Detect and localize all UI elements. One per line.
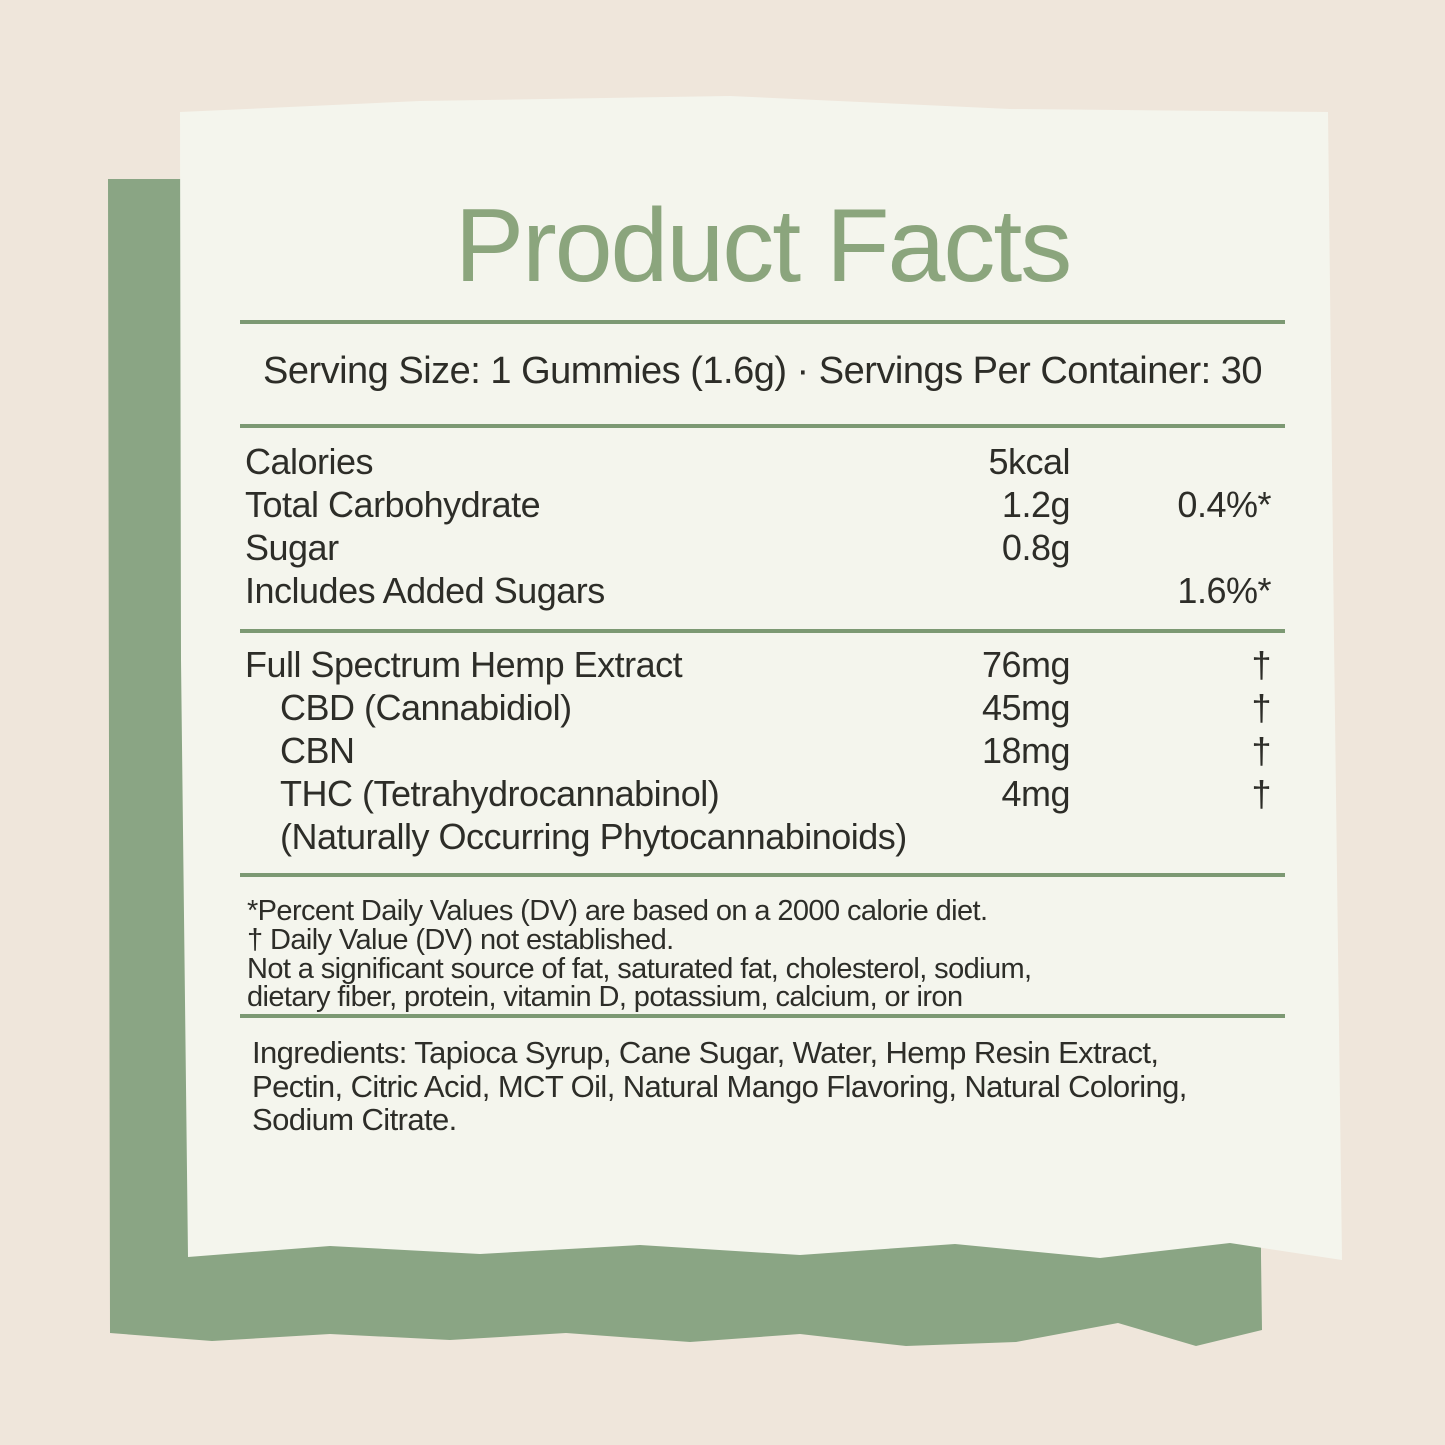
row-amount: 0.8g bbox=[1001, 527, 1071, 568]
table-row-cbn: CBN 18mg † bbox=[240, 729, 1285, 772]
row-label: CBN bbox=[280, 730, 355, 771]
footnote-line: Not a significant source of fat, saturat… bbox=[247, 952, 1032, 985]
row-amount: 45mg bbox=[981, 687, 1071, 728]
product-facts-label: Product Facts Serving Size: 1 Gummies (1… bbox=[240, 0, 1285, 1445]
footnote-line: dietary fiber, protein, vitamin D, potas… bbox=[247, 981, 963, 1014]
row-label: (Naturally Occurring Phytocannabinoids) bbox=[280, 816, 907, 857]
table-row-hemp-extract: Full Spectrum Hemp Extract 76mg † bbox=[240, 643, 1285, 686]
row-amount: 1.2g bbox=[1001, 484, 1071, 525]
serving-info: Serving Size: 1 Gummies (1.6g) · Serving… bbox=[262, 350, 1263, 392]
divider-nutrition bbox=[240, 629, 1285, 633]
table-row-calories: Calories 5kcal bbox=[240, 440, 1285, 483]
footnote-line: *Percent Daily Values (DV) are based on … bbox=[247, 895, 988, 927]
row-daily-value: † bbox=[1251, 730, 1271, 771]
row-daily-value: 1.6%* bbox=[1177, 570, 1271, 611]
paper-sheet bbox=[180, 96, 1342, 1260]
supplement-table: Full Spectrum Hemp Extract 76mg † CBD (C… bbox=[240, 643, 1285, 858]
row-label: CBD (Cannabidiol) bbox=[280, 687, 572, 728]
row-amount: 5kcal bbox=[988, 441, 1070, 482]
row-label: THC (Tetrahydrocannabinol) bbox=[280, 773, 720, 814]
ingredients-line: Sodium Citrate. bbox=[252, 1102, 457, 1137]
divider-serving bbox=[240, 424, 1285, 428]
divider-footnotes bbox=[240, 1014, 1285, 1018]
row-amount: 76mg bbox=[981, 644, 1071, 685]
divider-supplement bbox=[240, 873, 1285, 877]
table-row-sugar: Sugar 0.8g bbox=[240, 526, 1285, 569]
ingredients-line: Pectin, Citric Acid, MCT Oil, Natural Ma… bbox=[252, 1068, 1187, 1104]
ingredients-line: Ingredients: Tapioca Syrup, Cane Sugar, … bbox=[252, 1035, 1159, 1070]
row-label: Total Carbohydrate bbox=[245, 484, 541, 525]
row-label: Full Spectrum Hemp Extract bbox=[245, 644, 683, 685]
row-amount: 18mg bbox=[981, 730, 1071, 771]
page-title: Product Facts bbox=[454, 188, 1073, 304]
row-daily-value: † bbox=[1251, 773, 1271, 814]
table-row-thc: THC (Tetrahydrocannabinol) 4mg † bbox=[240, 772, 1285, 815]
table-row-cbd: CBD (Cannabidiol) 45mg † bbox=[240, 686, 1285, 729]
row-daily-value: † bbox=[1251, 644, 1271, 685]
table-row-added-sugars: Includes Added Sugars 1.6%* bbox=[240, 569, 1285, 612]
footnotes: *Percent Daily Values (DV) are based on … bbox=[247, 897, 1277, 1012]
table-row-phytocannabinoids-note: (Naturally Occurring Phytocannabinoids) bbox=[240, 815, 1285, 858]
row-daily-value: † bbox=[1251, 687, 1271, 728]
table-row-total-carbohydrate: Total Carbohydrate 1.2g 0.4%* bbox=[240, 483, 1285, 526]
row-daily-value: 0.4%* bbox=[1177, 484, 1271, 525]
nutrition-table: Calories 5kcal Total Carbohydrate 1.2g 0… bbox=[240, 440, 1285, 612]
row-label: Includes Added Sugars bbox=[245, 570, 605, 611]
footnote-line: † Daily Value (DV) not established. bbox=[247, 923, 674, 956]
row-amount: 4mg bbox=[1001, 773, 1070, 814]
row-label: Calories bbox=[245, 441, 374, 482]
row-label: Sugar bbox=[245, 527, 339, 568]
ingredients: Ingredients: Tapioca Syrup, Cane Sugar, … bbox=[252, 1036, 1277, 1137]
divider-top bbox=[240, 320, 1285, 324]
